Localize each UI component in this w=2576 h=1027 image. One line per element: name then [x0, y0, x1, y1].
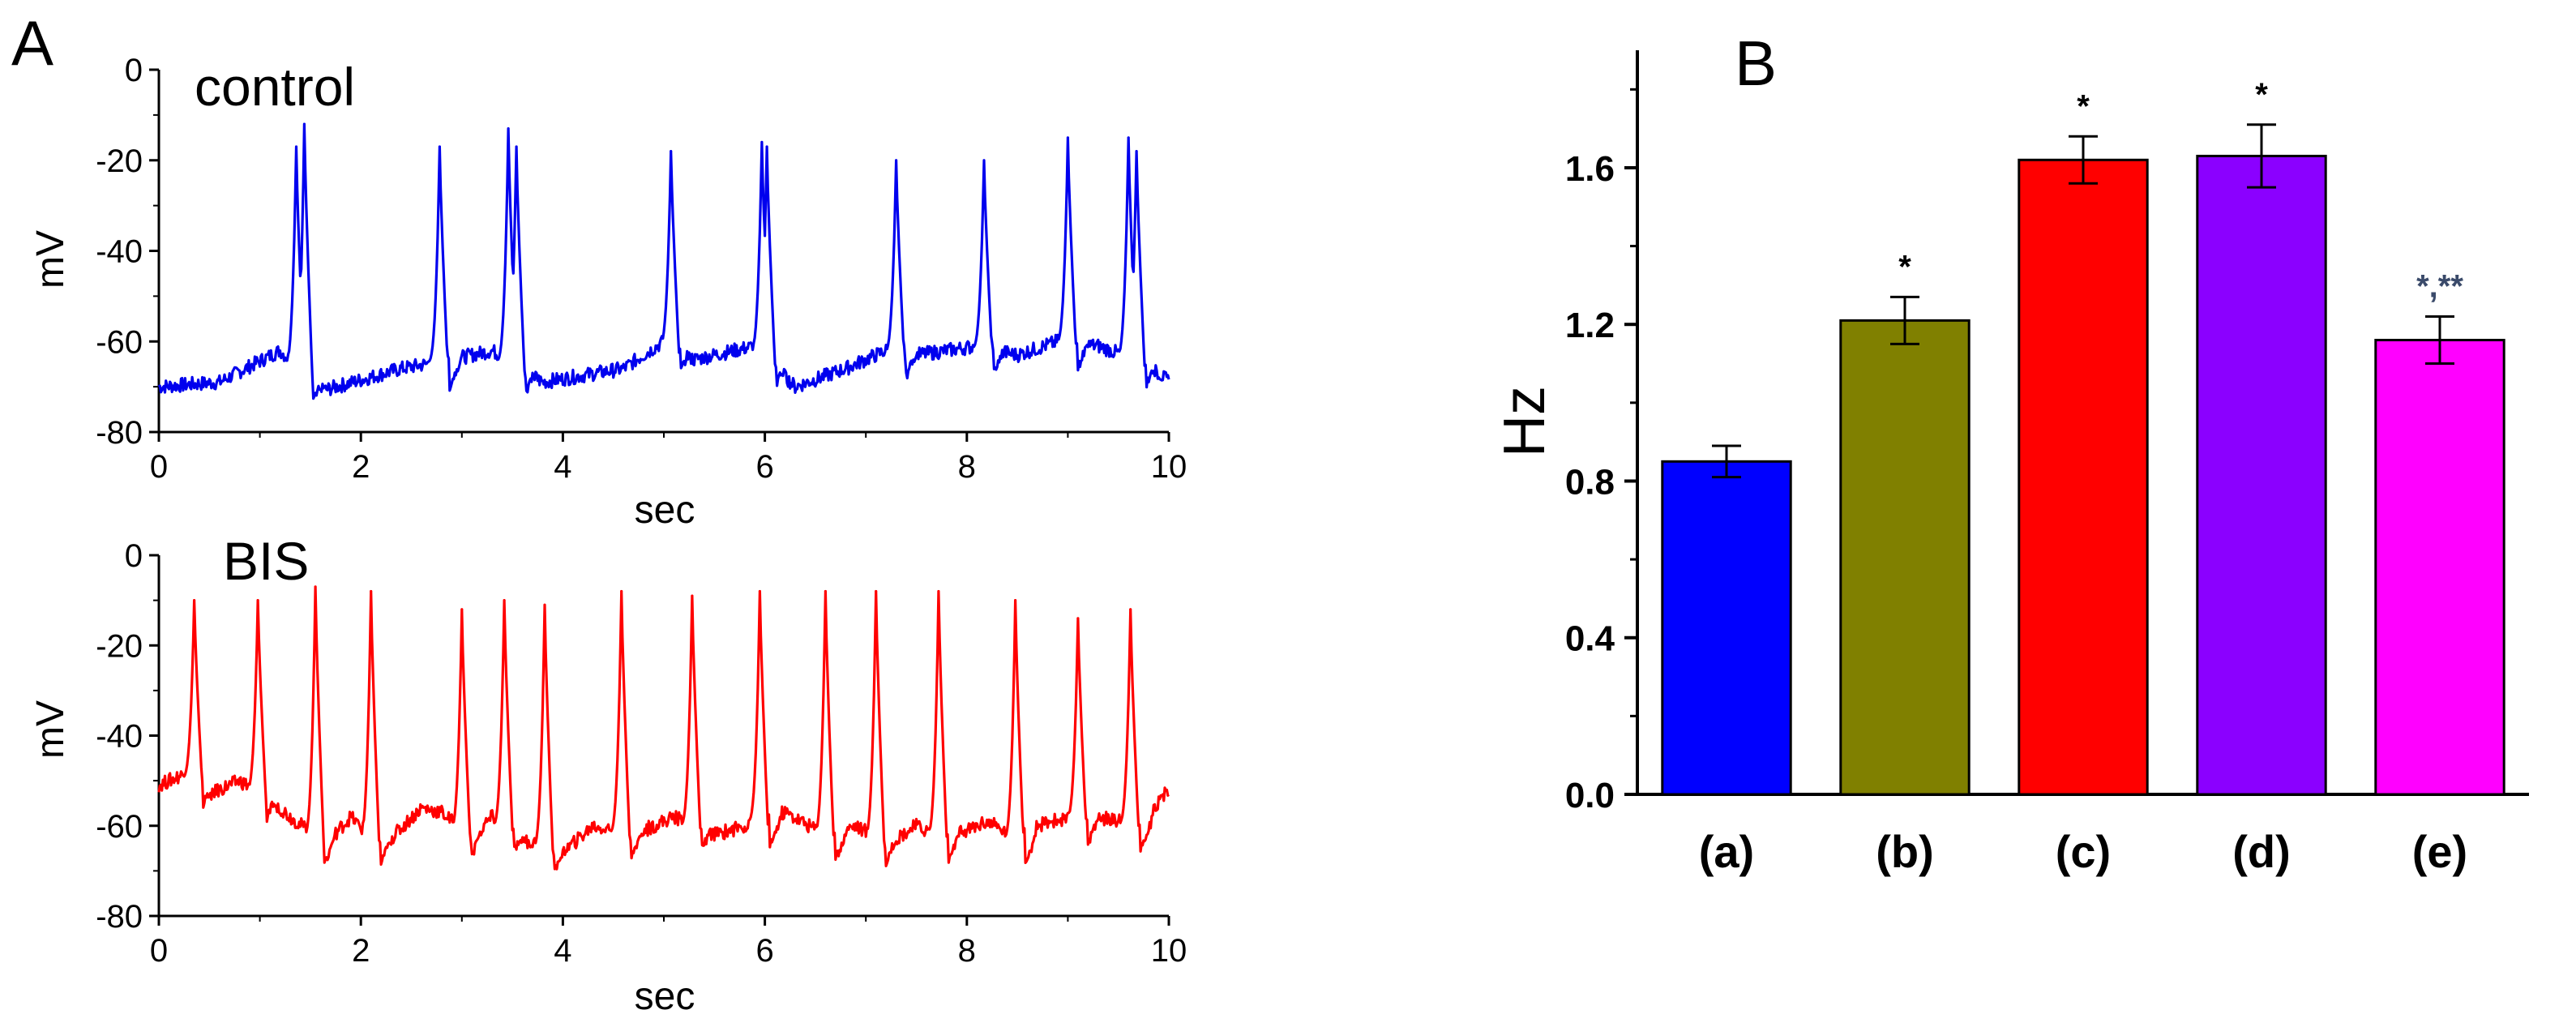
control-spike-peak — [765, 145, 768, 148]
bis-spike-peak — [824, 590, 827, 593]
category-label: (d) — [2232, 826, 2291, 877]
firing-rate-bar-chart: Hz 0.0 0.4 0.8 1.2 1.6 (a) (b) * (c) * (d) * (e) *,** — [1492, 50, 2529, 877]
control-spike-peak — [1066, 136, 1069, 139]
bis-trace-plot: BIS mV sec 0-20-40-60-800 2 4 6 8 10 — [29, 531, 1187, 1018]
control-x-tick-label: 8 — [958, 449, 976, 485]
panel-b-label: B — [1735, 28, 1777, 99]
control-y-tick-label: -20 — [96, 143, 143, 179]
significance-marker: * — [2077, 88, 2090, 124]
bis-x-tick-label: 4 — [554, 933, 571, 969]
bar-a — [1661, 460, 1792, 796]
bis-spike-peak — [193, 599, 196, 602]
category-label: (c) — [2056, 826, 2111, 877]
significance-marker: * — [1898, 249, 1911, 285]
bis-spike-peak — [314, 585, 317, 588]
control-spike-peak — [760, 140, 764, 143]
bar-c — [2018, 158, 2149, 796]
bis-spike-peak — [543, 603, 546, 606]
hz-y-tick-label: 0.4 — [1565, 619, 1615, 659]
control-y-tick-label: 0 — [125, 53, 143, 88]
control-x-tick-label: 6 — [755, 449, 773, 485]
hz-y-tick-label: 1.2 — [1565, 306, 1615, 345]
control-spike-peak — [515, 145, 518, 148]
control-y-tick-label: -40 — [96, 234, 143, 270]
control-y-tick-label: -80 — [96, 415, 143, 451]
bis-y-tick-label: -80 — [96, 899, 143, 935]
panel-a-label: A — [11, 7, 53, 79]
control-x-axis-title: sec — [635, 489, 695, 532]
control-spike-peak — [895, 159, 898, 162]
control-y-axis-title: mV — [29, 230, 72, 289]
bis-y-tick-label: -60 — [96, 809, 143, 845]
bis-x-axis-title: sec — [635, 975, 695, 1018]
bis-x-tick-label: 6 — [755, 933, 773, 969]
bis-y-axis-title: mV — [29, 700, 72, 759]
category-label: (a) — [1699, 826, 1754, 877]
hz-y-tick-label: 0.0 — [1565, 776, 1615, 815]
hz-y-tick-label: 1.6 — [1565, 149, 1615, 189]
bis-spike-peak — [937, 590, 940, 593]
significance-marker: * — [2255, 77, 2268, 113]
bis-spike-peak — [1014, 599, 1017, 602]
bis-spike-peak — [691, 594, 694, 597]
control-spike-peak — [302, 122, 306, 126]
bis-spike-peak — [503, 599, 506, 602]
bis-x-tick-label: 0 — [150, 933, 168, 969]
bis-spike-peak — [620, 590, 623, 593]
significance-marker: *,** — [2416, 269, 2463, 305]
bis-y-tick-label: -40 — [96, 719, 143, 755]
control-y-tick-label: -60 — [96, 324, 143, 360]
bis-voltage-trace — [157, 585, 1170, 871]
control-spike-peak — [670, 150, 673, 153]
bar-d — [2196, 154, 2327, 796]
bis-spike-peak — [875, 590, 878, 593]
control-voltage-trace — [157, 122, 1170, 400]
bis-x-tick-label: 10 — [1151, 933, 1187, 969]
bar-e — [2374, 339, 2505, 796]
control-x-tick-label: 2 — [352, 449, 370, 485]
bis-label: BIS — [223, 531, 309, 591]
control-spike-peak — [294, 145, 297, 148]
bis-spike-peak — [758, 590, 761, 593]
control-x-tick-label: 4 — [554, 449, 571, 485]
bis-spike-peak — [1076, 617, 1080, 620]
control-spike-peak — [982, 159, 986, 162]
control-spike-peak — [1135, 150, 1138, 153]
bis-x-tick-label: 2 — [352, 933, 370, 969]
hz-y-tick-label: 0.8 — [1565, 462, 1615, 502]
control-x-tick-label: 10 — [1151, 449, 1187, 485]
bis-y-tick-label: 0 — [125, 538, 143, 574]
hz-y-axis-title: Hz — [1492, 386, 1557, 457]
bar-b — [1839, 319, 1971, 796]
control-trace-plot: control mV sec 0-20-40-60-800 2 4 6 8 10 — [29, 53, 1187, 532]
bis-x-tick-label: 8 — [958, 933, 976, 969]
control-label: control — [195, 57, 355, 117]
category-label: (e) — [2412, 826, 2467, 877]
category-label: (b) — [1876, 826, 1934, 877]
control-spike-peak — [507, 127, 510, 131]
control-x-tick-label: 0 — [150, 449, 168, 485]
bis-spike-peak — [460, 608, 464, 611]
bis-spike-peak — [370, 590, 373, 593]
control-spike-peak — [1127, 136, 1130, 139]
bis-spike-peak — [1129, 608, 1132, 611]
control-spike-peak — [438, 145, 441, 148]
bis-y-tick-label: -20 — [96, 628, 143, 664]
bis-spike-peak — [256, 599, 259, 602]
